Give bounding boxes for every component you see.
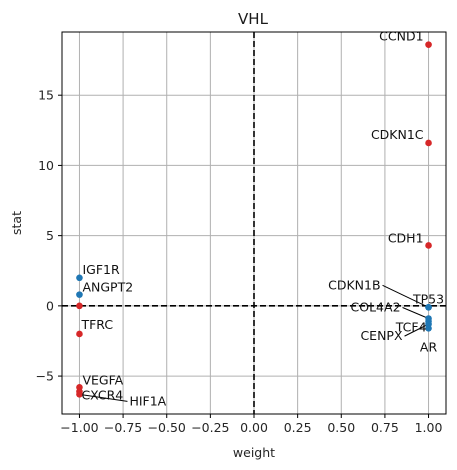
- data-point: [425, 303, 432, 311]
- y-tick-label: 0: [46, 298, 54, 313]
- y-tick-label: 10: [38, 158, 54, 173]
- point-label: CCND1: [379, 29, 423, 44]
- point-label: CENPX: [360, 328, 403, 343]
- x-tick-label: −0.25: [191, 420, 229, 435]
- x-tick-label: −0.75: [104, 420, 142, 435]
- data-point: [425, 325, 432, 332]
- data-point: [76, 291, 83, 298]
- point-label: IGF1R: [82, 262, 120, 277]
- x-axis-ticks: −1.00 −0.75 −0.50 −0.25 0.00 0.25 0.50 0.75 1.00: [60, 414, 443, 435]
- y-axis-label: stat: [9, 211, 24, 235]
- point-label: AR: [420, 339, 438, 354]
- point-label: VEGFA: [82, 372, 123, 387]
- y-tick-label: 15: [38, 88, 54, 103]
- data-point: [76, 302, 83, 310]
- data-point: [76, 330, 83, 338]
- point-labels: CCND1 CDKN1C CDH1 CDKN1B TP53 COL4A2 TCF4CENPX…: [80, 29, 444, 409]
- data-point: [76, 274, 83, 282]
- data-points: [76, 41, 432, 398]
- label-leader-lines: [79, 284, 429, 402]
- y-tick-label: 5: [46, 228, 54, 243]
- label-leader-line: [402, 307, 429, 319]
- point-label: CXCR4: [81, 388, 123, 403]
- point-label: TFRC: [80, 317, 113, 332]
- chart-title: VHL: [238, 10, 269, 28]
- x-tick-label: 0.00: [240, 420, 268, 435]
- x-tick-label: −1.00: [60, 420, 98, 435]
- label-leader-line: [79, 393, 128, 402]
- point-label: CDH1: [388, 230, 424, 245]
- data-point: [425, 139, 432, 147]
- label-leader-line: [382, 284, 429, 308]
- reference-lines: [62, 32, 446, 414]
- x-axis-label: weight: [233, 445, 275, 460]
- data-point: [425, 41, 432, 48]
- x-tick-label: −0.50: [148, 420, 186, 435]
- x-tick-label: 0.50: [327, 420, 355, 435]
- x-tick-label: 0.25: [284, 420, 312, 435]
- point-label: ANGPT2: [82, 280, 133, 295]
- point-label: TP53: [412, 291, 444, 306]
- y-tick-label: −5: [36, 369, 54, 384]
- y-axis-ticks: −5 0 5 10 15: [36, 88, 62, 384]
- x-tick-label: 0.75: [371, 420, 399, 435]
- point-label: COL4A2: [351, 300, 401, 315]
- point-label: TCF4: [395, 319, 427, 334]
- point-label: HIF1A: [129, 393, 166, 408]
- data-point: [425, 242, 432, 249]
- label-leader-line: [404, 323, 429, 337]
- data-point: [76, 391, 83, 398]
- x-tick-label: 1.00: [415, 420, 443, 435]
- point-label: CDKN1C: [371, 127, 424, 142]
- point-label: CDKN1B: [328, 277, 380, 292]
